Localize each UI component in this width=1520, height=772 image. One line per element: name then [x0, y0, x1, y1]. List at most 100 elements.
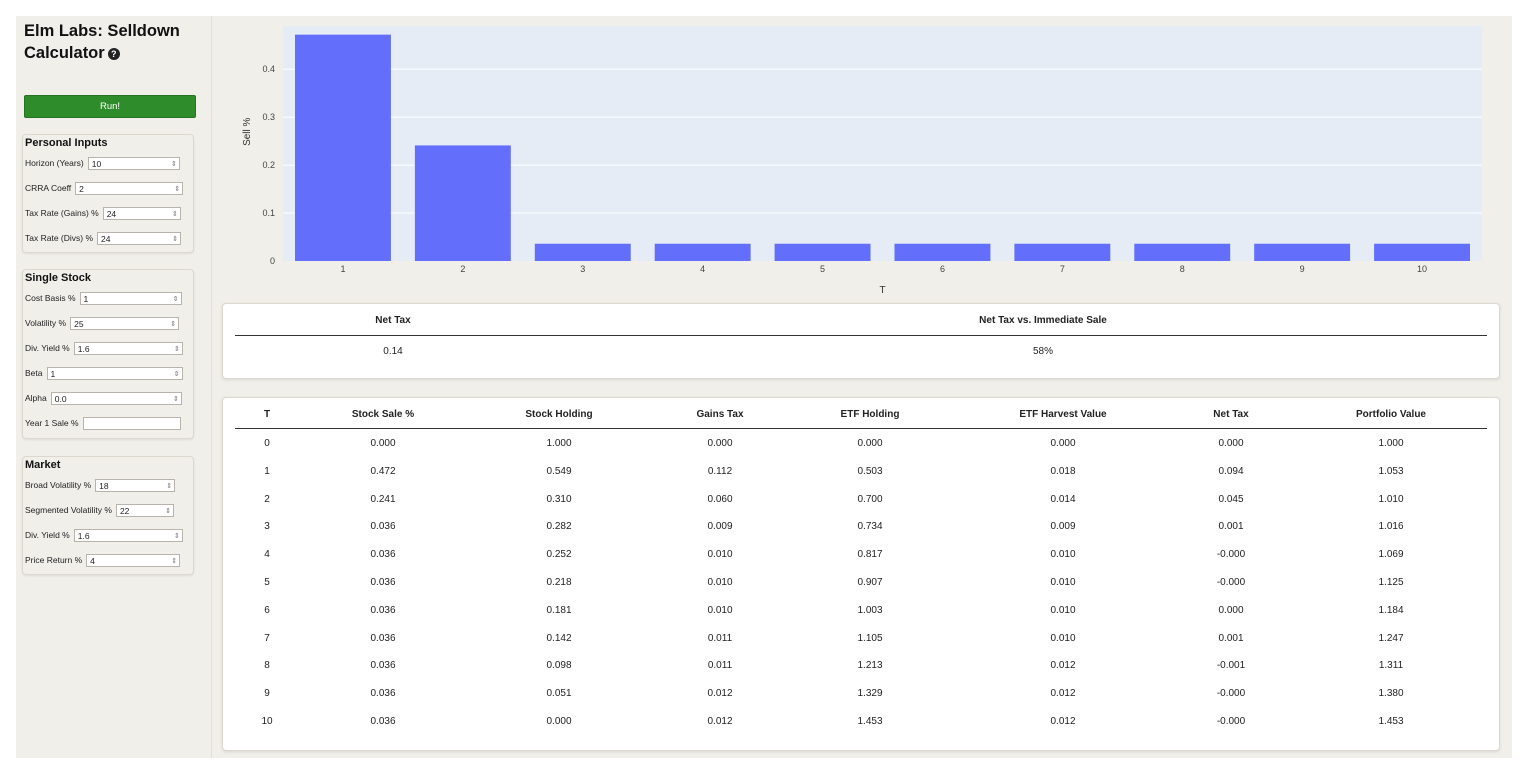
alpha-input[interactable]: 0.0 ⇕ — [50, 391, 182, 405]
table-cell: 1.213 — [857, 660, 883, 672]
field-value: 2 — [79, 183, 84, 194]
year1-sale-field: Year 1 Sale % — [25, 415, 181, 431]
table-cell: 1.311 — [1378, 660, 1404, 672]
spinner-icon[interactable]: ⇕ — [171, 210, 178, 218]
table-cell: 0.000 — [1050, 438, 1076, 449]
price-return-input[interactable]: 4 ⇕ — [86, 553, 181, 567]
y-tick-label: 0.1 — [262, 208, 275, 218]
market-panel: Market Broad Volatility % 18 ⇕ Segmented … — [22, 456, 194, 575]
table-cell: -0.000 — [1216, 549, 1246, 561]
bar — [1134, 243, 1231, 261]
x-tick-label: 7 — [1060, 264, 1065, 274]
x-axis-label: T — [879, 285, 885, 296]
broad-volatility-input[interactable]: 18 ⇕ — [95, 478, 176, 492]
table-cell: 0.472 — [370, 465, 396, 477]
spinner-icon[interactable]: ⇕ — [173, 370, 180, 378]
help-icon[interactable]: ? — [107, 48, 120, 60]
table-cell: 3 — [264, 521, 270, 533]
table-cell: 0.181 — [546, 604, 572, 616]
spinner-icon[interactable]: ⇕ — [173, 345, 180, 353]
spinner-icon[interactable]: ⇕ — [174, 185, 181, 193]
field-value: 25 — [74, 318, 84, 329]
field-label: Volatility % — [25, 318, 67, 328]
column-header: T — [263, 409, 271, 420]
bar — [894, 243, 991, 261]
cost-basis-field: Cost Basis % 1 ⇕ — [25, 290, 182, 306]
spinner-icon[interactable]: ⇕ — [170, 320, 177, 328]
run-button[interactable]: Run! — [24, 95, 196, 118]
x-tick-label: 9 — [1300, 264, 1305, 274]
field-value: 1 — [50, 368, 56, 379]
div-yield-input[interactable]: 1.6 ⇕ — [73, 341, 183, 355]
tax-divs-input[interactable]: 24 ⇕ — [97, 231, 182, 245]
spinner-icon[interactable]: ⇕ — [172, 395, 179, 403]
spinner-icon[interactable]: ⇕ — [171, 557, 178, 565]
volatility-input[interactable]: 25 ⇕ — [70, 316, 180, 330]
table-cell: 0.001 — [1218, 521, 1244, 533]
table-cell: 0.036 — [370, 632, 396, 644]
field-value: 24 — [101, 233, 111, 244]
market-div-yield-input[interactable]: 1.6 ⇕ — [73, 528, 183, 542]
year1-sale-input[interactable] — [82, 416, 181, 430]
field-label: Beta — [25, 368, 43, 378]
tax-gains-field: Tax Rate (Gains) % 24 ⇕ — [25, 205, 181, 221]
table-cell: 1.000 — [546, 438, 572, 449]
summary-card: Net Tax Net Tax vs. Immediate Sale 0.14 … — [222, 303, 1500, 379]
crra-input[interactable]: 2 ⇕ — [75, 181, 184, 195]
table-cell: 0.011 — [707, 632, 733, 644]
spinner-icon[interactable]: ⇕ — [173, 532, 180, 540]
table-cell: 0.010 — [707, 577, 733, 588]
column-header: Net Tax — [1213, 409, 1249, 420]
column-header: ETF Harvest Value — [1019, 409, 1107, 420]
table-cell: 0.051 — [546, 688, 572, 700]
table-cell: 0.112 — [707, 465, 733, 477]
table-cell: 1.125 — [1378, 577, 1404, 588]
table-cell: 0.018 — [1050, 465, 1076, 477]
beta-field: Beta 1 ⇕ — [25, 365, 183, 381]
table-cell: 0.036 — [370, 604, 396, 616]
crra-field: CRRA Coeff 2 ⇕ — [25, 180, 184, 196]
table-cell: 6 — [264, 604, 270, 616]
bar — [654, 243, 751, 261]
tax-gains-input[interactable]: 24 ⇕ — [102, 206, 181, 220]
app-title-line2: Calculator — [24, 44, 105, 62]
spinner-icon[interactable]: ⇕ — [170, 160, 177, 168]
panel-title: Market — [25, 459, 61, 471]
segmented-volatility-input[interactable]: 22 ⇕ — [115, 503, 174, 517]
spinner-icon[interactable]: ⇕ — [172, 235, 179, 243]
table-cell: 0.000 — [857, 438, 883, 449]
div-yield-field: Div. Yield % 1.6 ⇕ — [25, 340, 183, 356]
x-tick-label: 6 — [940, 264, 945, 274]
spinner-icon[interactable]: ⇕ — [172, 295, 179, 303]
field-label: Broad Volatility % — [25, 480, 92, 490]
table-cell: 0.549 — [546, 465, 572, 477]
table-cell: 0.036 — [370, 688, 396, 700]
x-tick-label: 10 — [1417, 264, 1427, 274]
cost-basis-input[interactable]: 1 ⇕ — [79, 291, 182, 305]
tax-divs-field: Tax Rate (Divs) % 24 ⇕ — [25, 230, 182, 246]
table-cell: 0.010 — [1050, 549, 1076, 561]
personal-inputs-panel: Personal Inputs Horizon (Years) 10 ⇕ CRRA… — [22, 134, 194, 253]
horizon-input[interactable]: 10 ⇕ — [87, 156, 180, 170]
table-cell: 0.036 — [370, 716, 396, 727]
x-tick-label: 5 — [820, 264, 825, 274]
table-cell: 4 — [264, 549, 270, 561]
field-label: Cost Basis % — [25, 293, 76, 303]
table-cell: 0.010 — [1050, 577, 1076, 588]
bar — [294, 34, 391, 261]
y-tick-label: 0.3 — [262, 112, 275, 122]
table-cell: 0.700 — [857, 493, 883, 505]
spinner-icon[interactable]: ⇕ — [165, 507, 171, 515]
table-cell: 0.036 — [370, 549, 396, 561]
table-cell: 0.036 — [370, 577, 396, 588]
panel-title: Single Stock — [25, 272, 92, 284]
table-cell: 5 — [264, 577, 270, 588]
beta-input[interactable]: 1 ⇕ — [46, 366, 183, 380]
table-cell: 0.907 — [857, 577, 883, 588]
spinner-icon[interactable]: ⇕ — [166, 482, 173, 490]
table-cell: 1.380 — [1378, 688, 1404, 700]
column-header: Gains Tax — [696, 409, 744, 420]
bar — [1014, 243, 1111, 261]
table-cell: 0.036 — [370, 521, 396, 533]
table-cell: 0.011 — [707, 660, 733, 672]
